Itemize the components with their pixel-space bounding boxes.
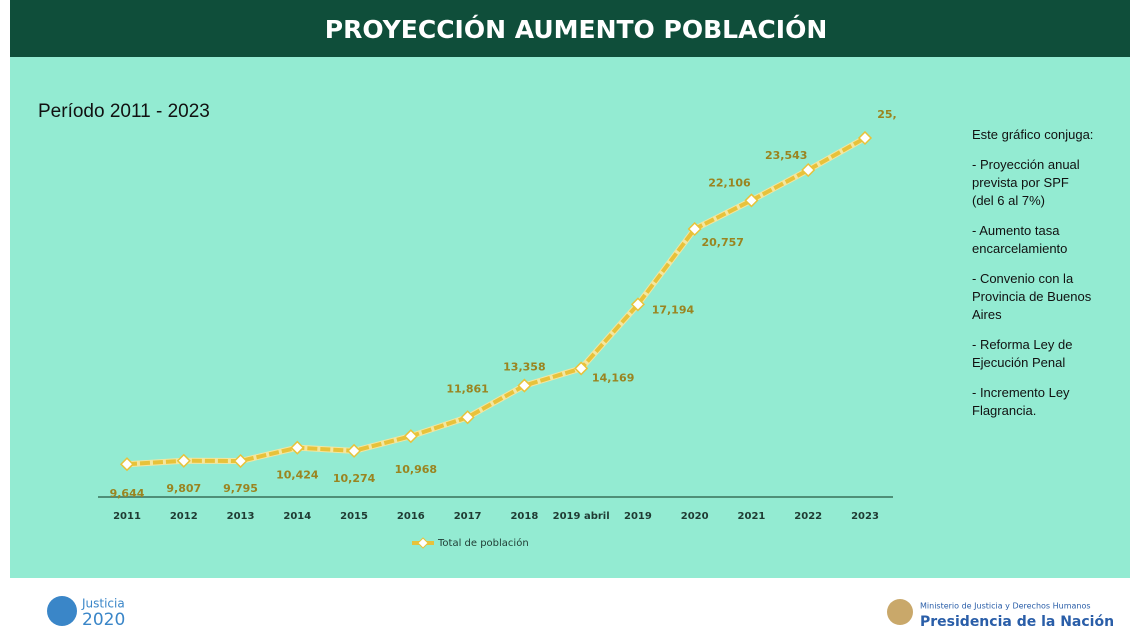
legend-label: Total de población bbox=[437, 537, 529, 549]
data-point bbox=[233, 453, 248, 469]
x-tick-label: 2015 bbox=[340, 511, 368, 522]
data-label: 13,358 bbox=[503, 361, 545, 374]
x-tick-label: 2019 abril bbox=[553, 511, 610, 522]
footer-left-bottom: 2020 bbox=[82, 610, 125, 630]
data-label: 25, bbox=[877, 108, 897, 121]
data-point bbox=[687, 221, 702, 237]
data-point bbox=[801, 162, 816, 178]
footer-right-bottom: Presidencia de la Nación bbox=[920, 614, 1114, 630]
note: - Incremento Ley Flagrancia. bbox=[972, 385, 1070, 418]
slide-background bbox=[10, 57, 1130, 578]
subtitle: Período 2011 - 2023 bbox=[38, 101, 210, 122]
note: Este gráfico conjuga: bbox=[972, 127, 1094, 142]
x-tick-label: 2013 bbox=[227, 511, 255, 522]
header-bar bbox=[10, 0, 1130, 57]
series-line bbox=[126, 136, 866, 467]
data-point bbox=[460, 410, 475, 425]
title: PROYECCIÓN AUMENTO POBLACIÓN bbox=[325, 14, 828, 44]
data-label: 17,194 bbox=[652, 303, 695, 316]
x-tick-label: 2012 bbox=[170, 511, 198, 522]
x-tick-label: 2018 bbox=[510, 511, 538, 522]
data-label: 10,968 bbox=[395, 463, 437, 476]
data-point bbox=[403, 429, 418, 444]
data-label: 9,795 bbox=[223, 482, 258, 495]
data-label: 23,543 bbox=[765, 149, 807, 162]
x-tick-label: 2017 bbox=[454, 511, 482, 522]
data-point bbox=[857, 130, 873, 146]
note: - Convenio con la Provincia de Buenos Ai… bbox=[972, 271, 1092, 322]
x-tick-label: 2020 bbox=[681, 511, 709, 522]
logo-right bbox=[887, 599, 913, 625]
data-point bbox=[574, 361, 589, 376]
x-tick-label: 2014 bbox=[283, 511, 311, 522]
data-point bbox=[347, 443, 362, 458]
footer-right-top: Ministerio de Justicia y Derechos Humano… bbox=[920, 602, 1091, 611]
footer-left-top: Justicia bbox=[81, 597, 125, 611]
x-tick-label: 2022 bbox=[794, 511, 822, 522]
data-point bbox=[517, 378, 532, 393]
data-point bbox=[630, 297, 645, 312]
note: - Proyección anual prevista por SPF (del… bbox=[972, 157, 1080, 208]
x-tick-label: 2021 bbox=[738, 511, 766, 522]
note: - Reforma Ley de Ejecución Penal bbox=[972, 337, 1073, 370]
x-tick-label: 2019 bbox=[624, 511, 652, 522]
data-label: 14,169 bbox=[592, 371, 634, 384]
data-label: 9,807 bbox=[166, 482, 201, 495]
data-label: 22,106 bbox=[708, 176, 751, 189]
x-tick-label: 2016 bbox=[397, 511, 425, 522]
x-tick-label: 2023 bbox=[851, 511, 879, 522]
data-point bbox=[744, 193, 759, 208]
data-label: 11,861 bbox=[446, 382, 488, 395]
data-point bbox=[119, 457, 135, 472]
legend-marker bbox=[417, 537, 429, 549]
notes: Este gráfico conjuga: - Proyección anual … bbox=[972, 126, 1094, 432]
data-point bbox=[176, 453, 191, 468]
data-label: 10,274 bbox=[333, 472, 376, 485]
x-tick-label: 2011 bbox=[113, 511, 141, 522]
data-label: 10,424 bbox=[276, 469, 319, 482]
note: - Aumento tasa encarcelamiento bbox=[972, 223, 1068, 256]
data-label: 20,757 bbox=[701, 236, 743, 249]
logo-left bbox=[47, 596, 77, 626]
data-label: 9,644 bbox=[110, 487, 145, 500]
data-point bbox=[290, 440, 305, 455]
